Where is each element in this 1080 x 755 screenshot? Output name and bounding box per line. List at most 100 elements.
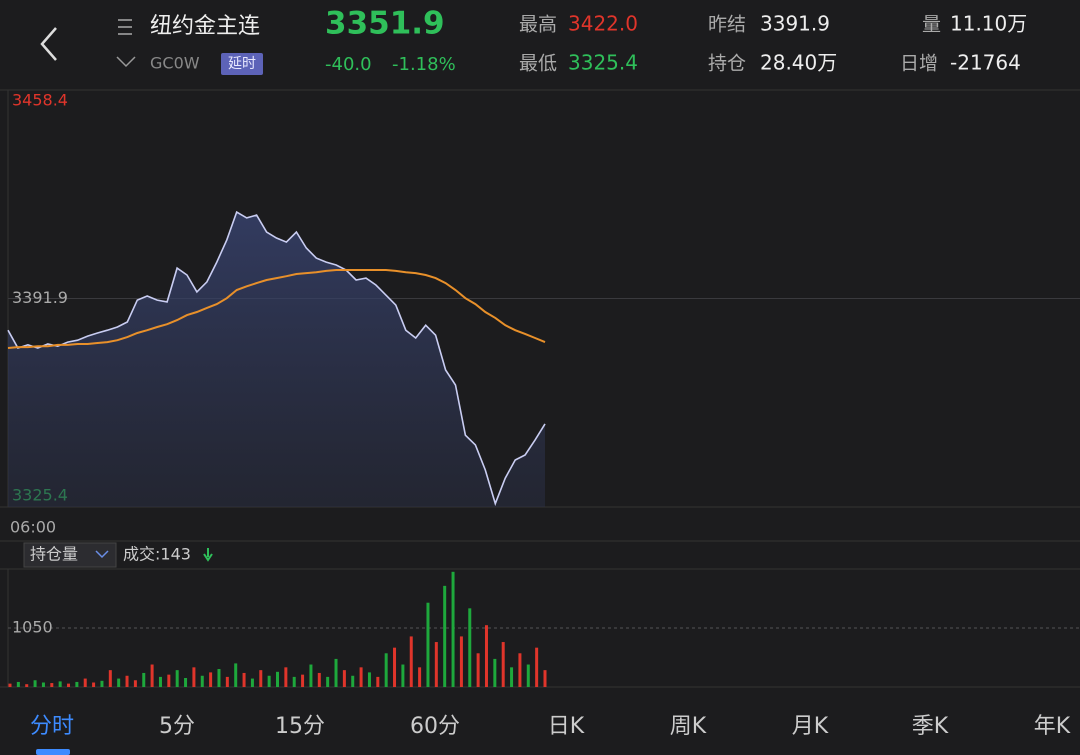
volume-bar (175, 670, 179, 687)
tab[interactable]: 季K (912, 714, 949, 739)
tab[interactable]: 月K (792, 714, 829, 739)
volume-bar (133, 680, 137, 687)
dropdown-icon[interactable] (116, 56, 136, 68)
indicator-dropdown[interactable] (95, 550, 109, 559)
volume-bar (443, 585, 447, 687)
volume-bar (217, 669, 221, 687)
volume-bar (434, 642, 438, 687)
volume-bar (284, 667, 288, 687)
tab[interactable]: 60分 (410, 714, 460, 739)
y-tick-label: 3458.4 (12, 91, 68, 110)
volume-bar (92, 682, 96, 687)
y-tick-label: 3391.9 (12, 288, 68, 307)
stat-value: 3325.4 (568, 51, 638, 75)
volume-bar (401, 664, 405, 687)
stat-value: 3391.9 (760, 12, 830, 36)
volume-bar (484, 625, 488, 687)
volume-bar (150, 664, 154, 687)
volume-bar (242, 672, 246, 687)
tab-indicator (36, 749, 70, 755)
volume-bar (75, 681, 79, 687)
volume-bar (468, 608, 472, 687)
stat-label: 昨结 (708, 14, 746, 36)
volume-bar (25, 684, 29, 687)
volume-label: 成交:143 (123, 545, 191, 564)
volume-bar (326, 676, 330, 687)
volume-bar (50, 683, 54, 687)
time-label: 06:00 (10, 518, 56, 537)
volume-bar (493, 658, 497, 687)
volume-bar (334, 658, 338, 687)
down-arrow (203, 548, 213, 562)
volume-bar (200, 675, 204, 687)
volume-bar (476, 653, 480, 687)
volume-bar (451, 571, 455, 687)
y-tick-label: 1050 (12, 618, 53, 637)
stat-value: -21764 (950, 51, 1021, 75)
tab[interactable]: 分时 (30, 714, 74, 739)
volume-bar (426, 602, 430, 687)
volume-bar (33, 680, 37, 687)
stat-label: 持仓 (708, 53, 746, 75)
change: -40.0 (325, 54, 372, 75)
tab[interactable]: 周K (670, 714, 707, 739)
volume-bar (16, 681, 20, 687)
price-line (7, 210, 546, 507)
volume-bar (58, 681, 62, 687)
volume-bar (518, 653, 522, 687)
tab[interactable]: 5分 (159, 714, 195, 739)
stat-value: 3422.0 (568, 12, 638, 36)
volume-bar (543, 670, 547, 687)
volume-bar (459, 636, 463, 687)
volume-bar (234, 663, 238, 687)
volume-bar (67, 683, 71, 687)
volume-bar (158, 676, 162, 687)
volume-bar (384, 653, 388, 687)
volume-bar (8, 683, 12, 687)
volume-bar (376, 676, 380, 687)
badge: 延时 (228, 56, 256, 72)
volume-bar (267, 675, 271, 687)
volume-bar (535, 647, 539, 687)
volume-bar (501, 642, 505, 687)
volume-bar (100, 680, 104, 687)
contract-code: GC0W (150, 54, 200, 73)
volume-bar (167, 674, 171, 687)
stat-label: 最高 (519, 14, 557, 36)
indicator-name[interactable]: 持仓量 (30, 545, 78, 564)
tab[interactable]: 15分 (275, 714, 325, 739)
volume-bar (250, 678, 254, 687)
badge-bg (221, 53, 263, 75)
price-area (8, 212, 545, 507)
volume-bar (108, 670, 112, 687)
tab[interactable]: 日K (548, 714, 585, 739)
stat-value: 11.10万 (950, 12, 1027, 36)
stat-label: 日增 (900, 53, 938, 75)
average-line (7, 269, 546, 349)
volume-bar (301, 674, 305, 687)
volume-bar (192, 667, 196, 687)
volume-bar (393, 647, 397, 687)
volume-bar (209, 672, 213, 687)
volume-bar (259, 670, 263, 687)
volume-bar (276, 671, 279, 687)
volume-bar (317, 672, 321, 687)
volume-bar (292, 676, 296, 687)
menu-icon[interactable] (118, 19, 132, 35)
volume-bar (41, 682, 45, 687)
tab[interactable]: 年K (1034, 714, 1071, 739)
volume-bar (409, 636, 413, 687)
volume-bar (526, 664, 530, 687)
volume-bar (117, 678, 121, 687)
volume-bar (309, 664, 313, 687)
stat-label: 最低 (519, 53, 557, 75)
stat-label: 量 (922, 14, 941, 36)
volume-bar (510, 667, 514, 687)
last-price: 3351.9 (325, 6, 445, 42)
volume-bar (184, 678, 188, 687)
volume-bar (142, 672, 146, 687)
back-button[interactable] (40, 27, 57, 61)
stat-value: 28.40万 (760, 51, 837, 75)
